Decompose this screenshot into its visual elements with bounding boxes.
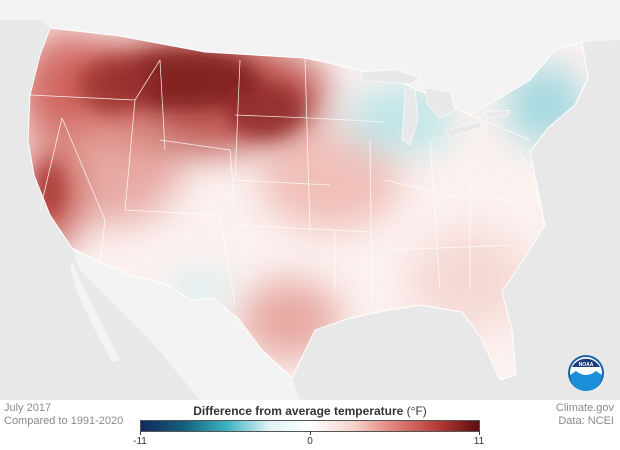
legend-title: Difference from average temperature (°F) bbox=[140, 404, 480, 418]
caption-date: July 2017 bbox=[4, 402, 52, 414]
credit-data: Data: NCEI bbox=[558, 415, 614, 427]
credit-source: Climate.gov bbox=[555, 402, 614, 414]
temperature-anomaly-map: NOAA bbox=[0, 0, 620, 400]
baja-peninsula bbox=[70, 262, 120, 362]
caption: July 2017 Compared to 1991-2020 bbox=[4, 402, 123, 428]
lake-huron bbox=[424, 87, 456, 119]
mexico-landmass bbox=[72, 248, 300, 400]
legend-unit: (°F) bbox=[406, 404, 427, 418]
us-outline bbox=[27, 27, 589, 381]
noaa-logo: NOAA bbox=[568, 355, 604, 391]
great-lakes bbox=[359, 69, 511, 146]
legend-title-text: Difference from average temperature bbox=[193, 404, 404, 418]
noaa-logo-text: NOAA bbox=[579, 362, 594, 368]
footer: July 2017 Compared to 1991-2020 Differen… bbox=[0, 400, 620, 450]
anomaly-idaho bbox=[80, 57, 150, 113]
anomaly-dakotas bbox=[225, 82, 305, 138]
lake-superior bbox=[359, 69, 421, 85]
anomaly-central-plains bbox=[260, 130, 400, 230]
legend-tick-max: 11 bbox=[473, 436, 485, 447]
legend-tick-mid: 0 bbox=[307, 436, 313, 447]
lake-ontario bbox=[484, 109, 511, 118]
legend-tick-max-mark bbox=[479, 431, 480, 435]
lake-erie bbox=[444, 121, 483, 138]
caption-baseline: Compared to 1991-2020 bbox=[4, 415, 124, 427]
lake-michigan bbox=[401, 87, 419, 146]
legend-tick-min: -11 bbox=[133, 436, 147, 447]
credits: Climate.gov Data: NCEI bbox=[556, 402, 614, 428]
state-borders bbox=[29, 57, 541, 306]
legend-tick-mid-mark bbox=[310, 431, 311, 435]
canada-landmass bbox=[0, 0, 620, 115]
anomaly-field bbox=[28, 30, 585, 360]
legend-tick-min-mark bbox=[140, 431, 141, 435]
